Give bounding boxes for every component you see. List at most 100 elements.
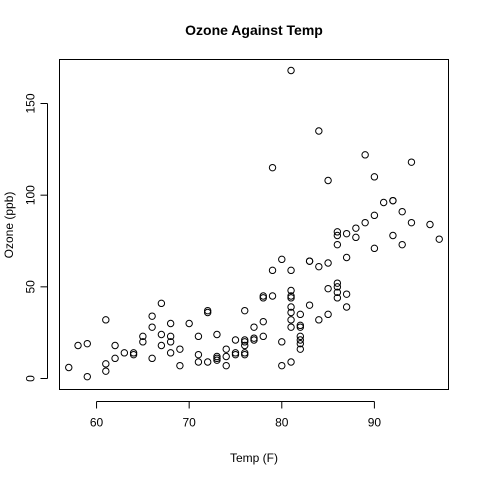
data-point xyxy=(222,345,230,353)
data-point xyxy=(287,316,295,324)
data-point xyxy=(139,332,147,341)
data-point xyxy=(250,323,258,331)
data-point xyxy=(287,66,295,75)
data-point xyxy=(315,316,323,324)
data-point xyxy=(278,361,286,370)
plot-frame xyxy=(59,59,449,390)
data-point xyxy=(65,363,73,372)
data-point xyxy=(296,336,305,344)
data-point xyxy=(361,218,369,227)
y-axis-label: Ozone (ppb) xyxy=(2,192,16,259)
data-point xyxy=(166,349,175,357)
data-point xyxy=(111,354,119,363)
x-tick-label: 70 xyxy=(182,416,196,430)
data-point xyxy=(185,319,193,328)
data-point xyxy=(296,345,305,353)
data-point xyxy=(324,176,332,185)
data-point xyxy=(148,354,156,363)
data-point xyxy=(333,294,342,302)
data-point xyxy=(278,255,286,264)
data-point xyxy=(370,244,379,253)
data-point xyxy=(139,338,147,346)
data-point xyxy=(250,336,258,344)
data-point xyxy=(324,310,332,319)
data-point xyxy=(287,303,295,311)
data-point xyxy=(176,361,184,370)
data-point xyxy=(296,323,305,331)
data-point xyxy=(268,266,277,275)
data-point xyxy=(241,349,249,357)
data-point xyxy=(203,358,212,366)
chart-title: Ozone Against Temp xyxy=(185,22,323,38)
data-point xyxy=(333,228,342,236)
data-point xyxy=(324,284,332,293)
data-point xyxy=(287,358,295,366)
data-point xyxy=(435,235,443,243)
x-tick-label: 90 xyxy=(368,416,382,430)
data-point xyxy=(398,207,406,216)
data-point xyxy=(352,224,360,232)
data-point xyxy=(407,218,416,227)
data-point xyxy=(287,294,295,302)
data-point xyxy=(296,339,305,348)
data-point xyxy=(157,330,166,339)
data-point xyxy=(241,341,249,350)
data-point xyxy=(259,332,267,341)
data-point xyxy=(287,308,295,317)
data-point xyxy=(166,332,175,341)
data-point xyxy=(74,341,82,350)
data-point xyxy=(342,229,351,238)
data-point xyxy=(102,360,110,368)
data-point xyxy=(157,341,166,350)
data-point xyxy=(342,253,351,262)
data-point xyxy=(305,257,314,265)
data-point xyxy=(231,336,240,344)
data-point xyxy=(333,288,342,297)
data-point xyxy=(176,345,184,353)
data-point xyxy=(370,211,379,220)
data-point xyxy=(259,317,267,326)
data-point xyxy=(166,319,175,328)
y-tick-label: 150 xyxy=(24,93,38,113)
data-point xyxy=(102,316,110,324)
data-point xyxy=(342,303,351,311)
data-point xyxy=(389,231,397,240)
data-point xyxy=(352,233,360,242)
data-point xyxy=(407,158,416,166)
data-point xyxy=(213,330,221,339)
data-point xyxy=(315,127,323,135)
x-tick-label: 60 xyxy=(90,416,104,430)
data-point xyxy=(129,350,138,359)
data-point xyxy=(148,312,156,320)
data-point xyxy=(241,306,249,315)
x-axis: 60 70 80 90 xyxy=(90,401,382,430)
data-point xyxy=(111,341,119,350)
data-point xyxy=(268,163,277,172)
data-point xyxy=(157,299,166,308)
data-point xyxy=(426,220,434,229)
data-point xyxy=(102,367,110,375)
data-point xyxy=(83,372,91,381)
data-point xyxy=(222,352,230,361)
data-point xyxy=(296,310,305,319)
data-point xyxy=(333,279,342,287)
data-point xyxy=(398,240,406,249)
data-point xyxy=(333,240,342,249)
data-point xyxy=(361,151,369,159)
data-point xyxy=(278,338,286,346)
data-point xyxy=(166,338,175,346)
data-point xyxy=(379,198,388,207)
data-point xyxy=(268,292,277,300)
data-point xyxy=(203,306,212,315)
data-point xyxy=(194,358,203,366)
data-point xyxy=(213,354,221,363)
data-point xyxy=(148,323,156,331)
data-point xyxy=(259,294,267,302)
data-point xyxy=(194,332,203,341)
data-point xyxy=(241,338,249,346)
data-point xyxy=(333,231,342,240)
x-axis-label: Temp (F) xyxy=(230,451,278,465)
y-tick-label: 100 xyxy=(24,185,38,205)
y-axis: 0 50 100 150 xyxy=(24,93,48,382)
data-point xyxy=(120,349,129,357)
